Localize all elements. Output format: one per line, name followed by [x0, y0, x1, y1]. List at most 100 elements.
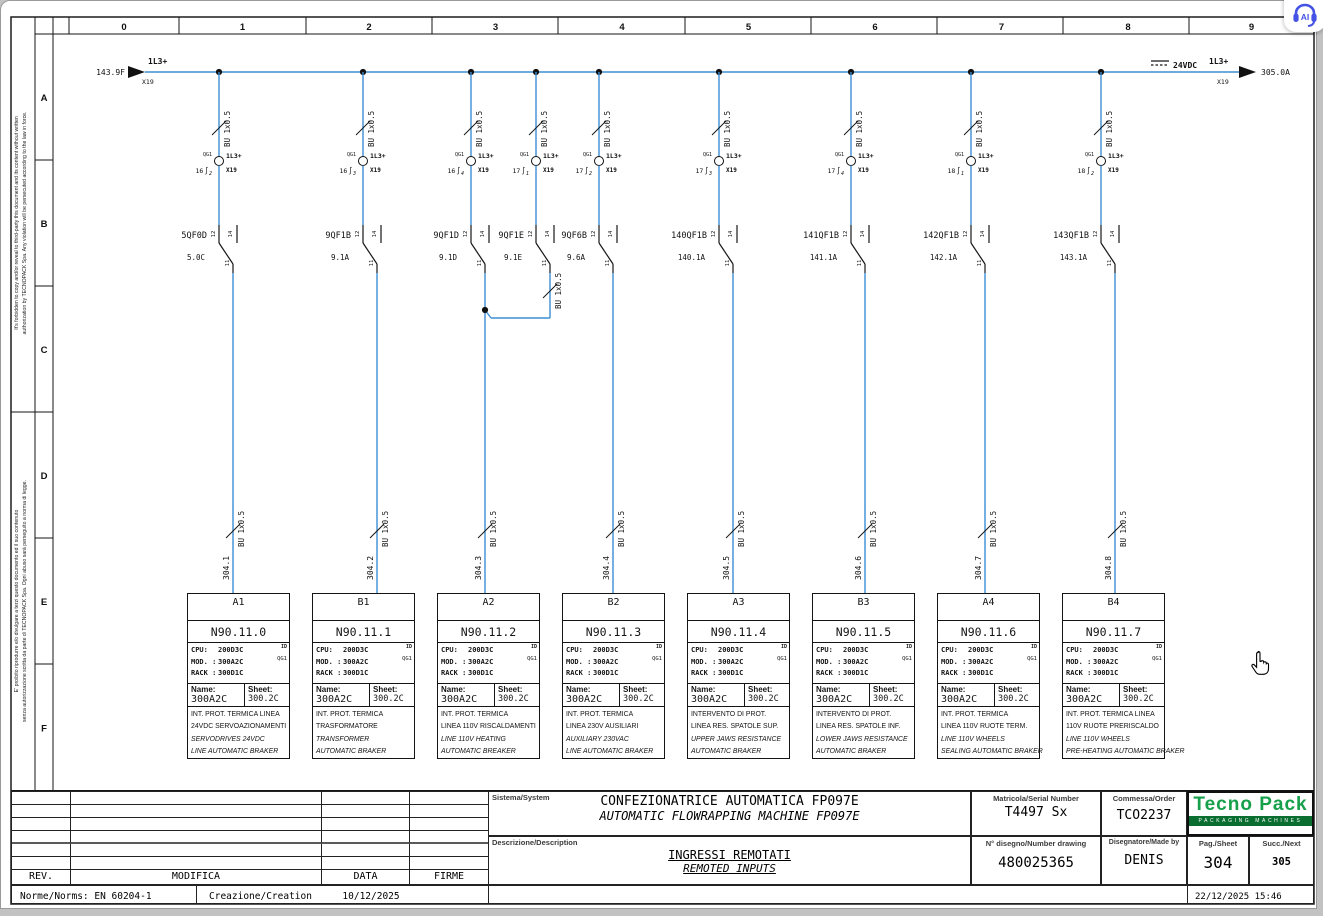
revision-cell [410, 818, 488, 831]
bus-net-label: 1L3+ [1209, 57, 1228, 66]
rack-value: 300D1C [343, 669, 369, 677]
cable-label: BU 1x0.5 [489, 511, 498, 547]
sheet-value: 300.2C [248, 694, 279, 704]
wire-number: 304.8 [1104, 556, 1113, 580]
id-label: ID [905, 644, 912, 650]
device-tag: B1 [313, 594, 414, 621]
terminal-number: 11 [225, 260, 231, 267]
cable-marker [843, 120, 859, 136]
sheet-label: Sheet: [873, 685, 898, 694]
connector-device: QG1 [835, 152, 844, 158]
connector-net: 1L3+ [543, 152, 559, 160]
qg-reference: QG1 [527, 656, 537, 662]
wire-number: 304.6 [854, 556, 863, 580]
row-letter: E [41, 597, 47, 608]
device-tag: B3 [813, 594, 914, 621]
name-value: 300A2C [441, 694, 478, 705]
connector-name: X19 [543, 167, 554, 174]
cable-marker [211, 120, 227, 136]
row-letter: A [41, 93, 48, 104]
node-address: N90.11.3 [563, 621, 664, 643]
revision-cell [12, 844, 71, 857]
ai-assistant-button[interactable]: AI [1284, 0, 1323, 32]
terminal-number: 14 [545, 230, 551, 237]
connector-net: 1L3+ [606, 152, 622, 160]
sheet-label: Sheet: [373, 685, 398, 694]
connector-net: 1L3+ [1108, 152, 1124, 160]
device-tag: A3 [688, 594, 789, 621]
terminal-number: 14 [728, 230, 734, 237]
node-address: N90.11.7 [1063, 621, 1164, 643]
device-tag: A2 [438, 594, 539, 621]
sheet-label: Sheet: [998, 685, 1023, 694]
desc-line-en: UPPER JAWS RESISTANCE [691, 735, 782, 743]
row-letter: B [41, 219, 48, 230]
block-description: INTERVENTO DI PROT. LINEA RES. SPATOLE SU… [688, 707, 789, 759]
cable-label: BU 1x0.5 [367, 111, 376, 147]
description-cell: Descrizione/Description INGRESSI REMOTAT… [488, 836, 971, 885]
bus-conn-label: X19 [1217, 78, 1229, 86]
connector-pin: 17∫4 [827, 166, 844, 177]
terminal-number: 12 [591, 231, 597, 238]
desc-line-it: INT. PROT. TERMICA [941, 711, 1009, 718]
mod-value: 300A2C [218, 657, 244, 666]
name-value: 300A2C [941, 694, 978, 705]
sheet-label: Sheet: [498, 685, 523, 694]
ruler-number: 7 [999, 22, 1004, 33]
breaker-xref: 9.6A [567, 253, 586, 262]
print-datetime: 22/12/2025 15:46 [1195, 892, 1282, 902]
legal-text-it: senza autorizzazione scritta da parte di… [22, 480, 28, 722]
terminal-number: 14 [1110, 230, 1116, 237]
sheet-label: Sheet: [623, 685, 648, 694]
device-tag: B4 [1063, 594, 1164, 621]
creation-label: Creazione/Creation [209, 891, 312, 902]
cpu-info: ID QG1 CPU: 200D3C MOD. :300A2C RACK :300D1C [438, 643, 539, 684]
breaker-tag: 9QF1E [498, 231, 524, 241]
connector-net: 1L3+ [978, 152, 994, 160]
revision-cell [12, 792, 71, 805]
desc-line-en: SERVODRIVES 24VDC [191, 735, 265, 743]
rack-label: RACK : [566, 669, 592, 677]
desc-line-en: AUTOMATIC BRAKER [316, 748, 387, 756]
desc-line-it: LINEA RES. SPATOLE INF. [816, 723, 901, 731]
bus-voltage-label: 24VDC [1173, 61, 1197, 70]
bus-net-label: 1L3+ [148, 57, 167, 66]
name-label: Name: [816, 685, 841, 694]
revision-cell [322, 805, 410, 818]
system-title-it: CONFEZIONATRICE AUTOMATICA FP097E [600, 794, 859, 809]
desc-line-en: AUTOMATIC BREAKER [441, 748, 516, 756]
node-address: N90.11.0 [188, 621, 289, 643]
rack-label: RACK : [1066, 669, 1092, 677]
breaker-symbol [718, 242, 734, 265]
cpu-value: 200D3C [468, 646, 494, 654]
cpu-value: 200D3C [843, 646, 869, 654]
revision-header: REV. MODIFICA DATA FIRME [11, 869, 489, 885]
block-description: INT. PROT. TERMICA LINEA 230V AUSILIARI AU… [563, 707, 664, 759]
connector-name: X19 [726, 167, 737, 174]
legal-text-en: It's forbidden to copy and/or reveal to … [14, 116, 20, 330]
mod-label: MOD. : [191, 657, 217, 666]
next-sheet-label: Succ./Next [1262, 839, 1301, 848]
breaker-tag: 9QF6B [561, 231, 587, 241]
desc-line-it: TRASFORMATORE [316, 723, 378, 731]
connector-name: X19 [978, 167, 989, 174]
bus-dest-ref: 305.0A [1261, 68, 1290, 77]
desc-line-en: LINE 110V WHEELS [1066, 735, 1130, 743]
breaker-symbol [970, 242, 986, 265]
revision-cell [410, 844, 488, 857]
cable-label: BU 1x0.5 [1105, 111, 1114, 147]
cable-marker [542, 283, 558, 299]
cpu-value: 200D3C [218, 646, 244, 654]
node-address: N90.11.2 [438, 621, 539, 643]
cable-marker [1107, 523, 1123, 539]
cpu-info: ID QG1 CPU: 200D3C MOD. :300A2C RACK :300D1C [1063, 643, 1164, 684]
rack-value: 300D1C [1093, 669, 1119, 677]
plc-block-b3: B3 N90.11.5 ID QG1 CPU: 200D3C MOD. :300A2C RAC… [812, 593, 915, 759]
wire-number: 304.3 [474, 556, 483, 580]
bus-conn-label: X19 [142, 78, 154, 86]
connector-net: 1L3+ [370, 152, 386, 160]
connector-point [214, 156, 224, 166]
rack-label: RACK : [816, 669, 842, 677]
terminal-number: 11 [369, 260, 375, 267]
ai-headset-icon: AI [1293, 3, 1317, 27]
